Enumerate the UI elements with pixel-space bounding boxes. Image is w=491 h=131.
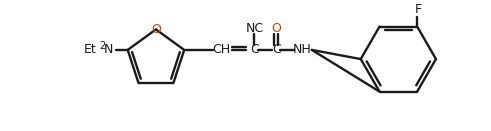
Text: F: F	[414, 3, 422, 16]
Text: C: C	[272, 43, 280, 56]
Text: 2: 2	[99, 41, 105, 51]
Text: O: O	[271, 22, 281, 35]
Text: O: O	[151, 23, 161, 36]
Text: C: C	[250, 43, 259, 56]
Text: CH: CH	[213, 43, 231, 56]
Text: NC: NC	[246, 22, 264, 35]
Text: N: N	[104, 43, 113, 56]
Text: Et: Et	[84, 43, 97, 56]
Text: NH: NH	[293, 43, 311, 56]
